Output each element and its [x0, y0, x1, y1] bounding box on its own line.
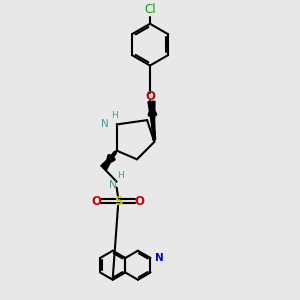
Text: O: O [145, 90, 155, 103]
Text: O: O [91, 195, 101, 208]
Text: N: N [109, 180, 117, 190]
Text: H: H [111, 111, 118, 120]
Polygon shape [148, 101, 155, 142]
Text: S: S [114, 195, 122, 208]
Text: H: H [118, 171, 124, 180]
Text: N: N [101, 119, 109, 130]
Text: O: O [135, 195, 145, 208]
Text: N: N [155, 253, 164, 263]
Text: Cl: Cl [144, 3, 156, 16]
Polygon shape [101, 151, 117, 170]
